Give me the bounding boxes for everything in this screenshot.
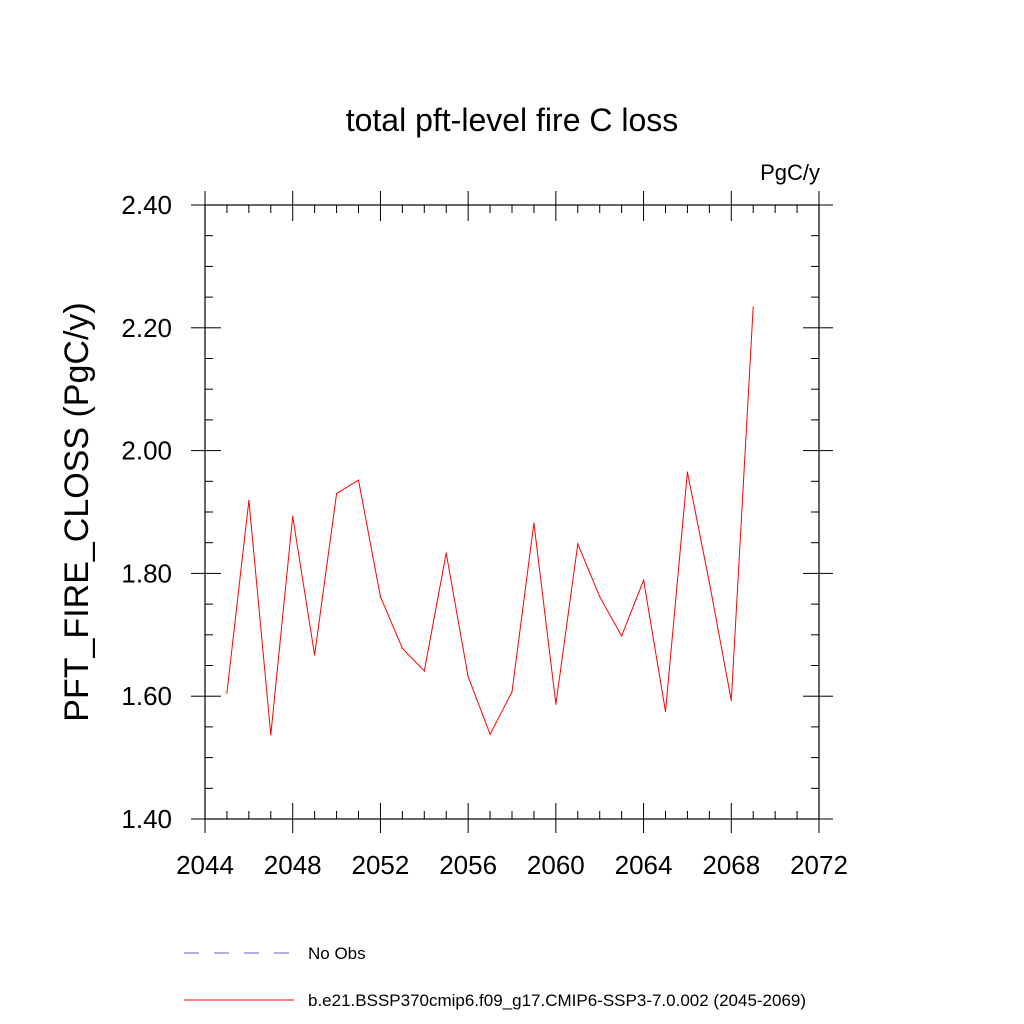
series-line	[226, 306, 754, 736]
y-tick-label: 2.20	[121, 313, 172, 343]
data-point	[489, 733, 491, 735]
legend-label-model-run: b.e21.BSSP370cmip6.f09_g17.CMIP6-SSP3-7.…	[308, 991, 806, 1010]
data-point	[292, 515, 294, 517]
data-point	[467, 675, 469, 678]
data-point	[511, 691, 513, 693]
x-tick-label: 2052	[352, 850, 410, 880]
legend: No Obs b.e21.BSSP370cmip6.f09_g17.CMIP6-…	[184, 944, 806, 1010]
data-point	[335, 492, 338, 495]
data-point	[730, 699, 732, 702]
data-point	[555, 703, 557, 705]
x-tick-label: 2064	[615, 850, 673, 880]
data-point	[226, 692, 228, 694]
data-point	[664, 710, 667, 713]
data-point	[642, 579, 645, 581]
data-point	[752, 306, 754, 308]
data-point	[314, 654, 316, 656]
data-point	[599, 596, 601, 598]
data-point	[423, 670, 425, 672]
plot-frame	[204, 204, 820, 820]
x-tick-label: 2068	[702, 850, 760, 880]
x-tick-label: 2060	[527, 850, 585, 880]
y-axis-label: PFT_FIRE_CLOSS (PgC/y)	[58, 302, 96, 721]
data-point	[357, 479, 360, 481]
y-tick-label: 2.00	[121, 436, 172, 466]
data-point	[708, 582, 710, 584]
x-tick-label: 2044	[176, 850, 234, 880]
chart-title: total pft-level fire C loss	[346, 102, 679, 138]
data-point	[577, 543, 579, 545]
x-tick-label: 2048	[264, 850, 322, 880]
data-point	[379, 596, 382, 598]
y-tick-label: 1.80	[121, 558, 172, 588]
data-point	[401, 647, 403, 649]
legend-label-no-obs: No Obs	[308, 944, 366, 963]
data-point	[248, 499, 250, 501]
series-layer	[226, 306, 754, 736]
x-tick-label: 2072	[790, 850, 848, 880]
y-tick-label: 1.40	[121, 804, 172, 834]
data-point	[533, 522, 535, 524]
data-point	[445, 552, 447, 554]
tick-labels: 2044 2048 2052 2056 2060 2064 2068 2072 1.40 1.60…	[121, 190, 848, 880]
y-tick-label: 2.40	[121, 190, 172, 220]
data-point	[270, 734, 272, 736]
data-point	[621, 635, 623, 637]
x-tick-label: 2056	[439, 850, 497, 880]
axis-ticks	[191, 191, 833, 833]
data-point	[686, 471, 689, 473]
y-tick-label: 1.60	[121, 681, 172, 711]
units-label: PgC/y	[760, 160, 820, 185]
